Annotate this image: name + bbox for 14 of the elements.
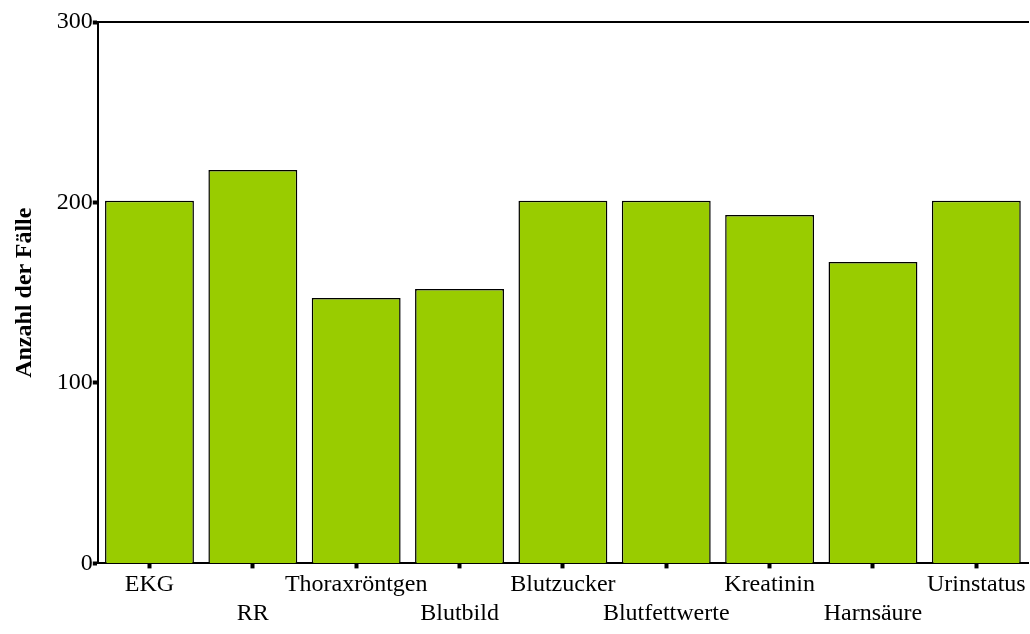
y-tick-label: 200 [56,187,93,214]
x-tick-label: Thoraxröntgen [284,570,428,597]
y-tick-label: 300 [56,7,93,34]
x-tick-label: Urinstatus [926,570,1026,597]
y-tick-label: 100 [56,368,93,395]
x-tick-label: Harnsäure [823,598,923,625]
y-axis-title: Anzahl der Fälle [9,207,36,378]
x-tick-label: EKG [124,570,175,597]
x-tick-label: RR [236,598,269,625]
x-tick-label: Kreatinin [724,570,815,597]
x-tick-label: Blutbild [420,598,499,625]
x-tick-label: Blutzucker [510,570,616,597]
y-tick-label: 0 [80,548,93,575]
x-tick-label: Blutfettwerte [602,598,730,625]
